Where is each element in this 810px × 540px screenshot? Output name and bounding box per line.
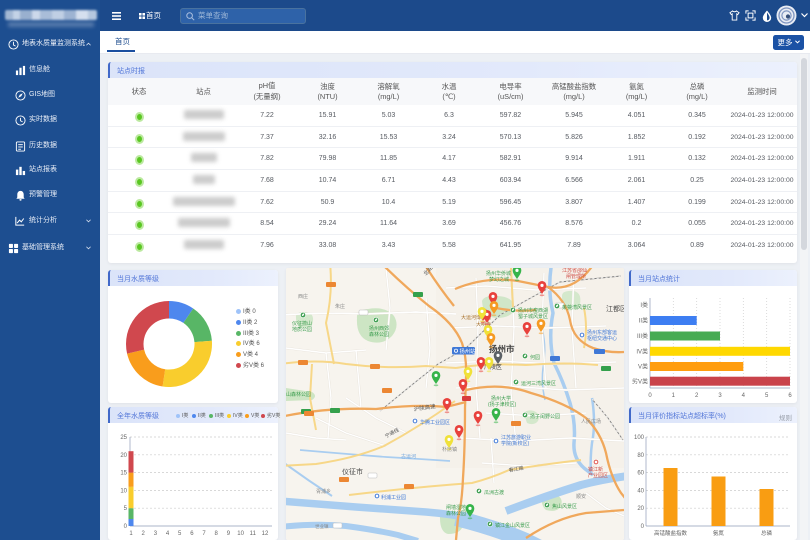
svg-text:1: 1: [129, 531, 133, 537]
svg-text:世业镇: 世业镇: [315, 523, 329, 530]
svg-text:劣V类: 劣V类: [632, 377, 648, 385]
svg-text:扬州市瘦西湖: 扬州市瘦西湖: [518, 307, 548, 314]
svg-text:扬州东部客运: 扬州东部客运: [587, 329, 617, 336]
svg-text:高锰酸盐指数: 高锰酸盐指数: [654, 529, 688, 537]
svg-text:3: 3: [154, 531, 158, 537]
svg-text:江苏省邵仙: 江苏省邵仙: [562, 268, 587, 274]
svg-text:8: 8: [215, 531, 219, 537]
svg-text:大运河博物馆: 大运河博物馆: [461, 314, 491, 321]
svg-text:2: 2: [695, 393, 699, 399]
svg-text:朱庄: 朱庄: [335, 303, 345, 310]
svg-text:4: 4: [166, 531, 170, 537]
svg-text:6: 6: [788, 393, 792, 399]
svg-text:25: 25: [120, 435, 127, 441]
svg-text:焦山风景区: 焦山风景区: [552, 503, 577, 510]
svg-text:地质公园: 地质公园: [292, 326, 312, 333]
svg-text:4: 4: [742, 393, 746, 399]
svg-text:仪征市: 仪征市: [342, 467, 363, 476]
svg-text:氨氮: 氨氮: [713, 529, 725, 537]
svg-text:西庄: 西庄: [298, 293, 308, 300]
svg-text:何园: 何园: [530, 354, 540, 361]
svg-text:枢纽交通中心: 枢纽交通中心: [587, 335, 617, 342]
svg-text:森林公园: 森林公园: [369, 331, 389, 338]
svg-text:江都区: 江都区: [606, 305, 624, 313]
svg-text:蜀子城风景区: 蜀子城风景区: [518, 313, 548, 320]
svg-text:扬州西郊: 扬州西郊: [369, 325, 389, 332]
svg-text:(扬子津校区): (扬子津校区): [488, 401, 517, 408]
svg-text:0: 0: [124, 524, 128, 530]
svg-text:扬州华侨城: 扬州华侨城: [486, 270, 511, 277]
svg-text:扬州市: 扬州市: [489, 344, 515, 354]
svg-text:镇江金山风景区: 镇江金山风景区: [495, 522, 530, 529]
svg-text:80: 80: [637, 453, 644, 459]
svg-text:100: 100: [634, 435, 645, 441]
svg-text:5: 5: [178, 531, 182, 537]
svg-text:广陵区: 广陵区: [484, 363, 502, 371]
svg-text:利浦工业园: 利浦工业园: [381, 494, 406, 501]
svg-text:顺安: 顺安: [576, 493, 586, 500]
svg-text:I类: I类: [640, 301, 648, 309]
svg-text:12: 12: [262, 531, 269, 537]
svg-text:0: 0: [648, 393, 652, 399]
svg-text:10: 10: [120, 488, 127, 494]
svg-text:II类: II类: [639, 317, 648, 325]
svg-text:沪陕高速: 沪陕高速: [413, 402, 436, 413]
svg-text:闸墙湿地: 闸墙湿地: [446, 504, 466, 511]
svg-text:5: 5: [124, 506, 128, 512]
svg-text:春江路: 春江路: [508, 464, 524, 474]
svg-text:扬子闰野公园: 扬子闰野公园: [530, 413, 560, 420]
svg-text:V类: V类: [638, 363, 648, 371]
svg-text:60: 60: [637, 471, 644, 477]
svg-text:森林公园: 森林公园: [446, 510, 466, 517]
svg-text:学院(新校区): 学院(新校区): [501, 440, 530, 447]
svg-text:9: 9: [227, 531, 231, 537]
svg-text:闸管理所: 闸管理所: [566, 273, 586, 280]
svg-text:11: 11: [250, 531, 257, 537]
svg-text:5: 5: [765, 393, 769, 399]
svg-text:总磷: 总磷: [761, 529, 773, 537]
svg-text:镇江新: 镇江新: [588, 466, 603, 473]
svg-text:人民広场: 人民広场: [581, 418, 601, 425]
svg-text:15: 15: [120, 471, 127, 477]
svg-text:茱萸湾风景区: 茱萸湾风景区: [562, 304, 592, 311]
svg-text:仪征捺山: 仪征捺山: [292, 320, 312, 327]
svg-text:IV类: IV类: [636, 347, 648, 355]
svg-text:2: 2: [142, 531, 146, 537]
svg-text:胥浦乡: 胥浦乡: [316, 488, 331, 495]
svg-text:6: 6: [190, 531, 194, 537]
svg-text:北路: 北路: [421, 268, 435, 277]
svg-text:梦幻之城: 梦幻之城: [489, 276, 509, 283]
svg-text:古运河: 古运河: [401, 453, 416, 460]
svg-text:江苏旅游职业: 江苏旅游职业: [501, 434, 531, 441]
svg-text:产业园区: 产业园区: [588, 472, 608, 479]
svg-text:0: 0: [641, 524, 645, 530]
svg-text:山森林公园: 山森林公园: [286, 391, 311, 398]
svg-text:40: 40: [637, 488, 644, 494]
svg-text:10: 10: [237, 531, 244, 537]
svg-text:华腾工业园区: 华腾工业园区: [420, 419, 450, 426]
svg-text:1: 1: [672, 393, 676, 399]
svg-text:20: 20: [120, 453, 127, 459]
svg-text:运河三湾风景区: 运河三湾风景区: [521, 380, 556, 387]
svg-text:20: 20: [637, 506, 644, 512]
svg-text:大明寺: 大明寺: [476, 321, 491, 328]
svg-text:扬州大学: 扬州大学: [491, 395, 511, 402]
svg-text:3: 3: [718, 393, 722, 399]
svg-text:7: 7: [202, 531, 206, 537]
svg-text:瓜洲古渡: 瓜洲古渡: [484, 489, 504, 496]
svg-text:扬州站: 扬州站: [460, 347, 477, 355]
svg-text:III类: III类: [637, 332, 648, 340]
